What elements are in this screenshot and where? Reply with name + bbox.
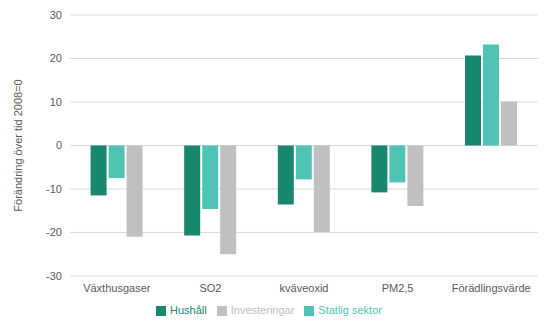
svg-text:-20: -20 xyxy=(46,226,62,238)
svg-text:Förändring över tid 2008=0: Förändring över tid 2008=0 xyxy=(12,79,24,211)
html-text:Hushåll: Hushåll xyxy=(170,303,207,316)
svg-text:10: 10 xyxy=(50,96,62,108)
svg-text:-30: -30 xyxy=(46,270,62,282)
html-text:Statlig sektor: Statlig sektor xyxy=(318,303,382,316)
svg-text:Förädlingsvärde: Förädlingsvärde xyxy=(452,282,531,294)
svg-text:PM2,5: PM2,5 xyxy=(382,282,414,294)
svg-text:Växthusgaser: Växthusgaser xyxy=(83,282,151,294)
html-text:Investeringar: Investeringar xyxy=(230,303,295,316)
svg-text:30: 30 xyxy=(50,9,62,21)
svg-text:kväveoxid: kväveoxid xyxy=(280,282,329,294)
svg-text:20: 20 xyxy=(50,52,62,64)
svg-text:SO2: SO2 xyxy=(199,282,221,294)
svg-text:-10: -10 xyxy=(46,183,62,195)
svg-text:0: 0 xyxy=(56,139,62,151)
